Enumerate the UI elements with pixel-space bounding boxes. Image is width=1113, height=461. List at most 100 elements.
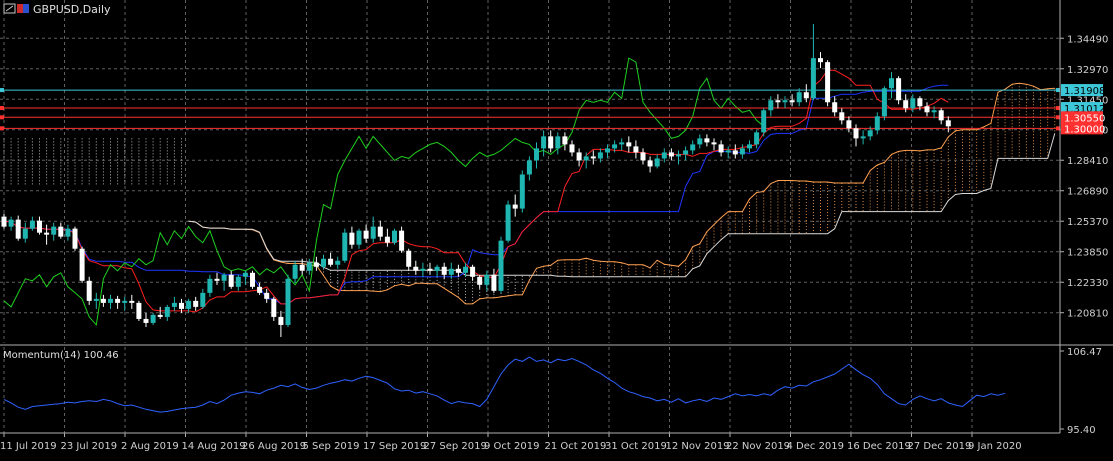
candle-body — [661, 152, 667, 159]
candle — [342, 228, 348, 263]
candle — [8, 216, 14, 231]
candle — [306, 258, 312, 275]
candle — [825, 60, 831, 107]
candle-body — [441, 266, 447, 275]
candle-body — [541, 136, 547, 149]
price-tick-label: 1.31450 — [1067, 95, 1108, 106]
candle-body — [903, 100, 909, 109]
candle — [171, 296, 177, 311]
candle — [44, 224, 50, 245]
level-line-handle[interactable] — [0, 106, 4, 111]
price-tick-label: 1.20810 — [1067, 309, 1108, 320]
price-tick-label: 1.32970 — [1067, 65, 1108, 76]
date-tick-label: 31 Oct 2019 — [605, 441, 667, 452]
price-level-label-bg — [1061, 84, 1103, 97]
candle-body — [455, 268, 461, 273]
candle-body — [79, 248, 85, 281]
momentum-tick-label: 106.47 — [1067, 347, 1102, 358]
candle — [938, 108, 944, 125]
candle-body — [761, 110, 767, 133]
candle-body — [739, 148, 745, 155]
candle — [910, 94, 916, 113]
candle-body — [271, 298, 277, 317]
candle — [761, 108, 767, 137]
candle — [640, 148, 646, 165]
candle-body — [832, 102, 838, 113]
candle-body — [860, 136, 866, 139]
candle-body — [846, 120, 852, 129]
level-line-handle[interactable] — [1056, 106, 1060, 111]
candle-body — [363, 230, 369, 239]
momentum-line — [3, 356, 1006, 413]
level-line-handle[interactable] — [1056, 126, 1060, 131]
price-tick-label: 1.26890 — [1067, 187, 1108, 198]
candle — [221, 272, 227, 291]
candle-body — [924, 106, 930, 113]
candle — [65, 224, 71, 241]
candle — [668, 148, 674, 161]
candle — [15, 215, 21, 241]
date-tick-label: 23 Jul 2019 — [61, 441, 118, 452]
candle — [683, 146, 689, 161]
level-line-handle[interactable] — [0, 115, 4, 120]
candle — [541, 130, 547, 157]
candle — [931, 106, 937, 119]
candle — [889, 72, 894, 99]
candle — [335, 256, 341, 269]
candle — [739, 144, 745, 159]
candle-body — [164, 306, 170, 317]
candle — [257, 282, 263, 295]
candle-body — [143, 318, 149, 323]
candle-body — [250, 272, 255, 287]
candle — [754, 130, 760, 149]
candle-body — [519, 174, 525, 209]
candle-body — [384, 236, 390, 243]
candle — [441, 262, 447, 279]
date-tick-label: 27 Sep 2019 — [424, 441, 487, 452]
level-line-handle[interactable] — [0, 126, 4, 131]
candle-body — [789, 100, 795, 103]
candle — [200, 288, 206, 309]
level-line-handle[interactable] — [1056, 88, 1060, 93]
price-tick-label: 1.23850 — [1067, 248, 1108, 259]
candle — [278, 310, 284, 337]
candle — [839, 108, 845, 125]
candle-body — [242, 272, 248, 277]
candle — [896, 76, 902, 105]
candle-body — [605, 148, 610, 153]
candle-body — [434, 266, 440, 271]
date-tick-label: 17 Sep 2019 — [363, 441, 426, 452]
candle — [562, 132, 568, 151]
date-tick-label: 12 Nov 2019 — [666, 441, 730, 452]
candle — [718, 140, 724, 157]
candle — [725, 146, 731, 159]
level-line-handle[interactable] — [1056, 115, 1060, 120]
candle — [413, 260, 419, 275]
candle — [555, 132, 561, 155]
price-level-label: 1.30000 — [1061, 122, 1105, 135]
candle-body — [93, 298, 99, 301]
candle-body — [377, 226, 383, 237]
candle-body — [193, 300, 199, 307]
date-tick-label: 9 Jan 2020 — [968, 441, 1022, 452]
candle-body — [306, 262, 312, 271]
price-tick-label: 1.25370 — [1067, 217, 1108, 228]
level-line-handle[interactable] — [0, 88, 4, 93]
candle — [732, 144, 738, 159]
candle-body — [796, 92, 802, 103]
candle — [924, 102, 930, 117]
candle — [747, 140, 752, 153]
candle — [136, 300, 142, 321]
candle-body — [171, 302, 177, 307]
price-level-label-text: 1.30550 — [1064, 113, 1105, 124]
candle — [903, 94, 909, 113]
candle — [803, 84, 809, 103]
candle — [235, 274, 241, 291]
candle-body — [754, 132, 760, 145]
candle — [711, 138, 717, 151]
date-tick-label: 16 Dec 2019 — [847, 441, 911, 452]
price-level-label-text: 1.31012 — [1064, 104, 1105, 115]
